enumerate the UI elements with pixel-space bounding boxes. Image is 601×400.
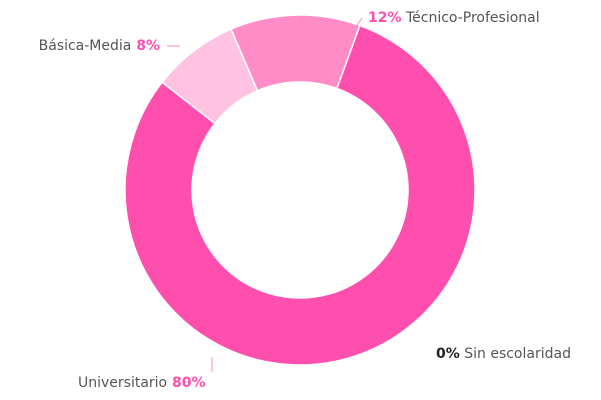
slice-percent: 12% [368, 10, 402, 26]
slice-percent: 80% [167, 375, 205, 391]
slice-label: Universitario 80% [78, 375, 206, 391]
slice-name: Básica-Media [39, 38, 132, 54]
slice-name: Técnico-Profesional [402, 10, 540, 26]
slice-label: Básica-Media 8% [39, 38, 160, 54]
slice-label: 0% Sin escolaridad [436, 346, 571, 362]
slice-label: 12% Técnico-Profesional [368, 10, 540, 26]
slice-name: Universitario [78, 375, 167, 391]
leader-line [349, 17, 363, 37]
donut-slice [124, 24, 476, 366]
slice-name: Sin escolaridad [460, 346, 571, 362]
slice-percent: 0% [436, 346, 460, 362]
slice-percent: 8% [131, 38, 160, 54]
